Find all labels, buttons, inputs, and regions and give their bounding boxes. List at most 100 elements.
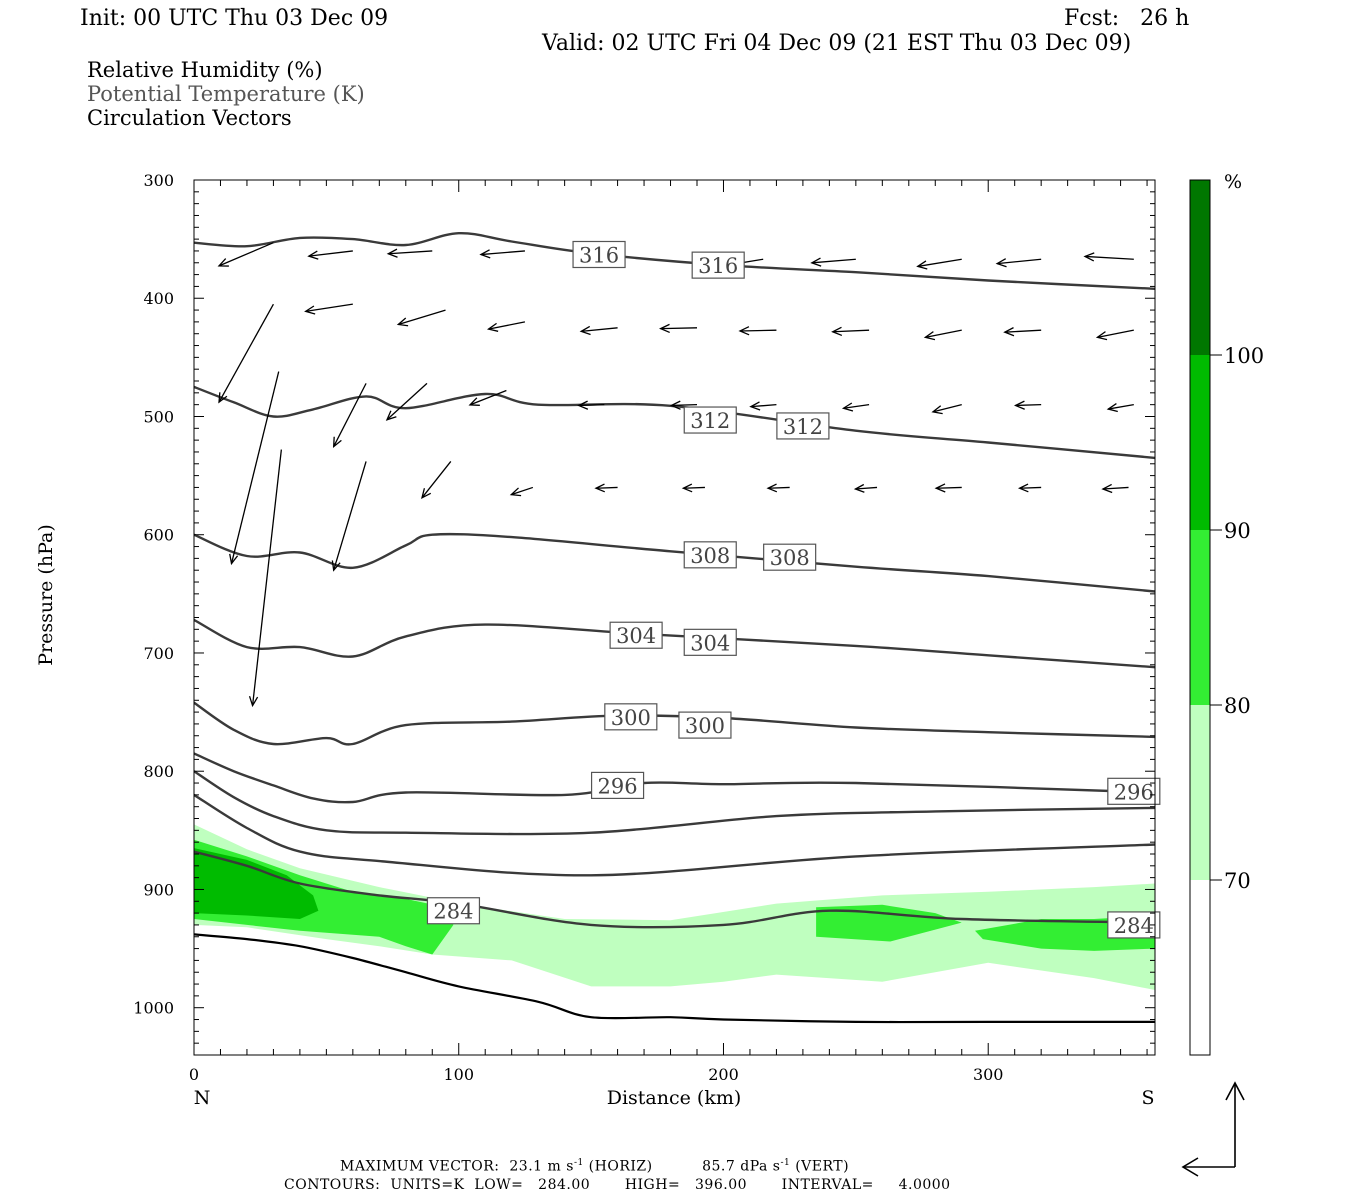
vector-head bbox=[1083, 252, 1095, 262]
contour-label-box bbox=[604, 703, 658, 731]
contour-label-box bbox=[691, 251, 745, 279]
y-tick-label: 700 bbox=[143, 644, 174, 663]
vector-shaft bbox=[932, 404, 962, 413]
max-horiz-exponent: -1 bbox=[573, 1158, 584, 1168]
vector-head bbox=[931, 405, 943, 415]
y-axis-label: Pressure (hPa) bbox=[35, 524, 57, 666]
contour-label-text: 296 bbox=[1114, 780, 1154, 804]
field-label-rh: Relative Humidity (%) bbox=[87, 58, 323, 82]
vector-head bbox=[766, 483, 778, 493]
circulation-vector bbox=[486, 321, 526, 332]
vector-head bbox=[1106, 403, 1118, 413]
vector-head bbox=[577, 400, 589, 410]
vector-shaft bbox=[1108, 404, 1134, 410]
circulation-vector bbox=[1017, 483, 1042, 493]
contour-label-text: 300 bbox=[685, 714, 725, 738]
contour-label-308: 308 bbox=[683, 541, 737, 569]
vector-shaft bbox=[308, 250, 353, 257]
vector-head bbox=[923, 331, 936, 341]
contour-label-text: 296 bbox=[598, 774, 638, 798]
x-axis-label: Distance (km) bbox=[607, 1087, 742, 1109]
circulation-vector bbox=[509, 486, 534, 497]
vector-shaft bbox=[843, 404, 870, 409]
circulation-vector bbox=[995, 258, 1042, 268]
max-vector-line: MAXIMUM VECTOR: 23.1 m s-1 (HORIZ) 85.7 … bbox=[340, 1158, 849, 1175]
y-tick-label: 1000 bbox=[133, 999, 174, 1018]
theta-contour-288 bbox=[194, 793, 1155, 877]
colorbar-swatch bbox=[1190, 530, 1210, 705]
max-vector-label: MAXIMUM VECTOR: bbox=[340, 1158, 500, 1175]
contour-label-text: 284 bbox=[433, 900, 473, 924]
circulation-vector bbox=[810, 257, 856, 267]
vector-head bbox=[332, 436, 342, 448]
circulation-vector bbox=[332, 383, 367, 448]
circulation-vector bbox=[1003, 327, 1042, 337]
contour-label-300: 300 bbox=[604, 703, 658, 731]
vector-shaft bbox=[671, 404, 698, 407]
colorbar-unit: % bbox=[1224, 171, 1242, 193]
circulation-vector bbox=[738, 326, 777, 336]
theta-contour-316 bbox=[194, 231, 1155, 290]
vector-head bbox=[307, 250, 319, 260]
circulation-vector bbox=[248, 449, 283, 708]
contour-label-312: 312 bbox=[776, 412, 830, 440]
vector-head bbox=[509, 487, 522, 497]
x-tick-label: 100 bbox=[443, 1065, 474, 1084]
y-tick-label: 800 bbox=[143, 762, 174, 781]
vector-shaft bbox=[1004, 329, 1042, 333]
contour-label-layer: 316 316 312 312 308 308 304 304 300 300 296 296 284 2… bbox=[426, 240, 1161, 939]
vector-shaft bbox=[811, 258, 856, 264]
reference-vector-icon bbox=[1181, 1081, 1245, 1177]
field-label-vectors: Circulation Vectors bbox=[87, 106, 292, 130]
vector-shaft bbox=[230, 371, 280, 564]
contour-label-box bbox=[683, 541, 737, 569]
circulation-vector bbox=[1013, 400, 1042, 410]
vector-shaft bbox=[1084, 255, 1134, 260]
vector-shaft bbox=[750, 404, 777, 408]
circulation-vector bbox=[1083, 252, 1134, 262]
contour-label-box bbox=[683, 628, 737, 656]
vector-shaft bbox=[997, 258, 1042, 265]
circulation-vector bbox=[669, 400, 698, 410]
vector-head bbox=[1003, 327, 1015, 337]
vector-head bbox=[479, 249, 491, 259]
vector-head bbox=[934, 483, 946, 493]
vector-shaft bbox=[488, 321, 526, 330]
vector-shaft bbox=[1097, 329, 1134, 339]
circulation-vector bbox=[218, 303, 274, 404]
max-horiz-unit: (HORIZ) bbox=[588, 1158, 653, 1175]
contour-label-box bbox=[678, 711, 732, 739]
contour-label-box bbox=[683, 406, 737, 434]
theta-contour-layer bbox=[194, 231, 1155, 929]
y-tick-label: 400 bbox=[143, 289, 174, 308]
vector-head bbox=[841, 402, 854, 412]
forecast-hour: Fcst: 26 h bbox=[1064, 6, 1190, 31]
vector-shaft bbox=[480, 250, 525, 256]
circulation-vector bbox=[307, 250, 353, 260]
contour-label-text: 308 bbox=[690, 544, 730, 568]
circulation-vector bbox=[577, 400, 605, 410]
circulation-vector bbox=[479, 249, 525, 259]
vector-head bbox=[681, 483, 693, 493]
vector-shaft bbox=[581, 327, 618, 333]
circulation-vector bbox=[1106, 403, 1134, 413]
theta-contour-300 bbox=[194, 701, 1155, 746]
contours-units: UNITS=K bbox=[390, 1177, 465, 1193]
max-vert-exponent: -1 bbox=[780, 1158, 791, 1168]
vector-head bbox=[386, 248, 398, 258]
vector-shaft bbox=[1015, 404, 1042, 407]
contour-label-308: 308 bbox=[763, 543, 817, 571]
circulation-vector bbox=[331, 461, 367, 572]
vector-head bbox=[831, 326, 843, 337]
circulation-vector bbox=[421, 461, 452, 500]
terrain-fill bbox=[194, 934, 1155, 1055]
contour-label-284: 284 bbox=[426, 897, 481, 925]
contour-label-text: 312 bbox=[690, 409, 730, 433]
contour-label-284: 284 bbox=[1107, 911, 1161, 939]
contour-label-text: 304 bbox=[616, 624, 656, 648]
theta-contour-284 bbox=[194, 850, 1155, 929]
circulation-vector bbox=[831, 326, 870, 337]
contour-label-304: 304 bbox=[609, 621, 663, 649]
vector-shaft bbox=[251, 449, 283, 706]
vector-head bbox=[486, 322, 499, 332]
